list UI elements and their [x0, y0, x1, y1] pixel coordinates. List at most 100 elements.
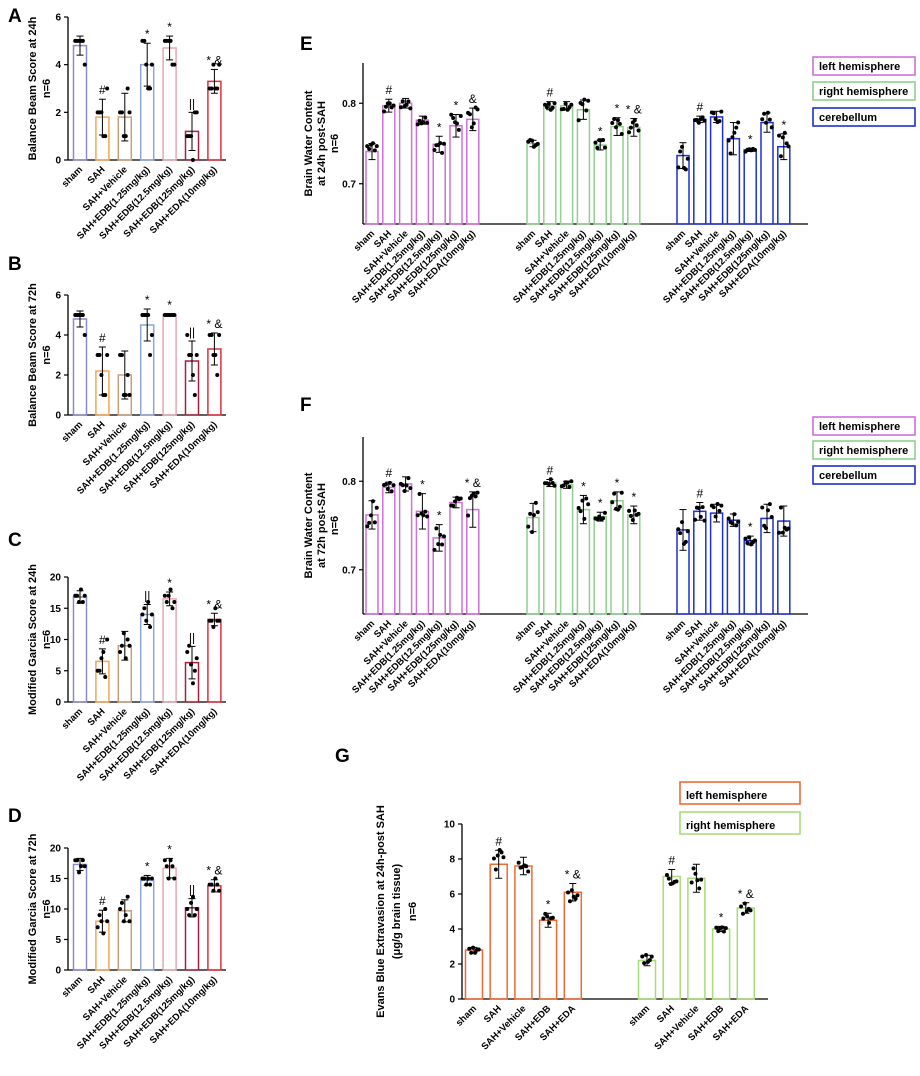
data-point — [526, 869, 531, 874]
data-point — [723, 926, 728, 931]
data-point — [769, 515, 774, 520]
data-point — [717, 119, 722, 124]
data-point — [752, 538, 757, 543]
y-axis-subtitle: n=6 — [41, 899, 53, 918]
data-point — [467, 112, 472, 117]
data-point — [166, 593, 171, 598]
data-point — [630, 517, 635, 522]
data-point — [103, 393, 108, 397]
data-point — [493, 867, 498, 872]
data-point — [689, 880, 694, 885]
bar — [415, 119, 430, 225]
y-axis-title: Modified Garcia Score at 72h — [27, 833, 39, 984]
significance-mark: * & — [206, 317, 222, 331]
significance-mark: * — [145, 27, 150, 41]
data-point — [700, 115, 705, 120]
significance-mark: * — [437, 509, 442, 523]
bar — [526, 142, 540, 225]
data-point — [372, 148, 377, 153]
data-point — [425, 120, 430, 125]
bar — [538, 919, 558, 1000]
significance-mark: * — [598, 124, 603, 138]
bar — [610, 499, 624, 615]
data-point — [576, 505, 581, 510]
data-point — [82, 62, 87, 67]
y-axis-title: Balance Beam Score at 72h — [27, 283, 39, 427]
data-point — [441, 534, 446, 539]
panel-C: C 0 5 10 15 20 Modified Garcia Score at 24h n=6… — [8, 530, 226, 784]
significance-mark: * — [145, 859, 150, 873]
data-point — [730, 521, 735, 526]
bar — [610, 125, 624, 225]
data-point — [142, 606, 147, 611]
bar — [365, 514, 379, 615]
significance-mark: * & — [465, 476, 481, 490]
legend-label: left hemisphere — [686, 790, 767, 802]
data-point — [575, 893, 580, 898]
data-point — [696, 506, 701, 511]
data-point — [77, 600, 82, 604]
y-tick-label: 0 — [55, 966, 61, 977]
data-point — [119, 900, 124, 905]
data-point — [567, 485, 572, 490]
data-point — [118, 650, 123, 654]
data-point — [736, 519, 741, 524]
data-point — [719, 503, 724, 508]
data-point — [610, 500, 615, 505]
bar — [464, 949, 484, 1000]
data-point — [105, 637, 110, 642]
significance-mark: * — [748, 520, 753, 534]
y-tick-label: 5 — [55, 666, 61, 677]
significance-mark: * — [167, 298, 172, 312]
data-point — [454, 121, 459, 126]
bar — [687, 877, 706, 1000]
data-point — [711, 111, 716, 116]
data-point — [627, 508, 632, 513]
significance-mark: * — [420, 478, 425, 492]
data-point — [700, 505, 705, 510]
bar — [709, 116, 724, 225]
data-point — [693, 517, 698, 522]
data-point — [732, 512, 737, 517]
data-point — [119, 353, 124, 357]
data-point — [476, 947, 481, 952]
data-point — [140, 612, 145, 617]
data-point — [451, 503, 456, 508]
data-point — [711, 505, 716, 510]
panel-label: C — [8, 530, 22, 551]
data-point — [144, 882, 149, 887]
y-tick-label: 2 — [55, 371, 61, 382]
data-point — [123, 393, 128, 397]
data-point — [469, 950, 474, 955]
data-point — [101, 650, 106, 654]
y-tick-label: 8 — [449, 855, 455, 866]
data-point — [615, 507, 620, 512]
significance-mark: * — [167, 576, 172, 590]
data-point — [693, 871, 698, 876]
data-point — [614, 125, 619, 130]
significance-mark: # — [546, 86, 553, 100]
category-label: sham — [627, 1003, 652, 1028]
data-point — [80, 38, 85, 43]
data-point — [103, 675, 108, 679]
data-point — [565, 480, 570, 485]
y-tick-label: 20 — [50, 844, 62, 855]
data-point — [185, 650, 190, 654]
data-point — [213, 606, 218, 611]
data-point — [545, 914, 550, 919]
bar — [432, 143, 446, 225]
data-point — [365, 144, 370, 149]
data-point — [628, 514, 633, 519]
data-point — [634, 123, 639, 128]
data-point — [720, 925, 725, 930]
data-point — [473, 494, 478, 499]
data-point — [762, 111, 767, 116]
bar — [593, 144, 607, 225]
significance-mark: * — [167, 20, 172, 34]
data-point — [194, 110, 199, 115]
data-point — [190, 681, 195, 686]
data-point — [432, 547, 437, 552]
data-point — [678, 531, 683, 536]
data-point — [103, 907, 108, 911]
data-point — [80, 600, 85, 604]
